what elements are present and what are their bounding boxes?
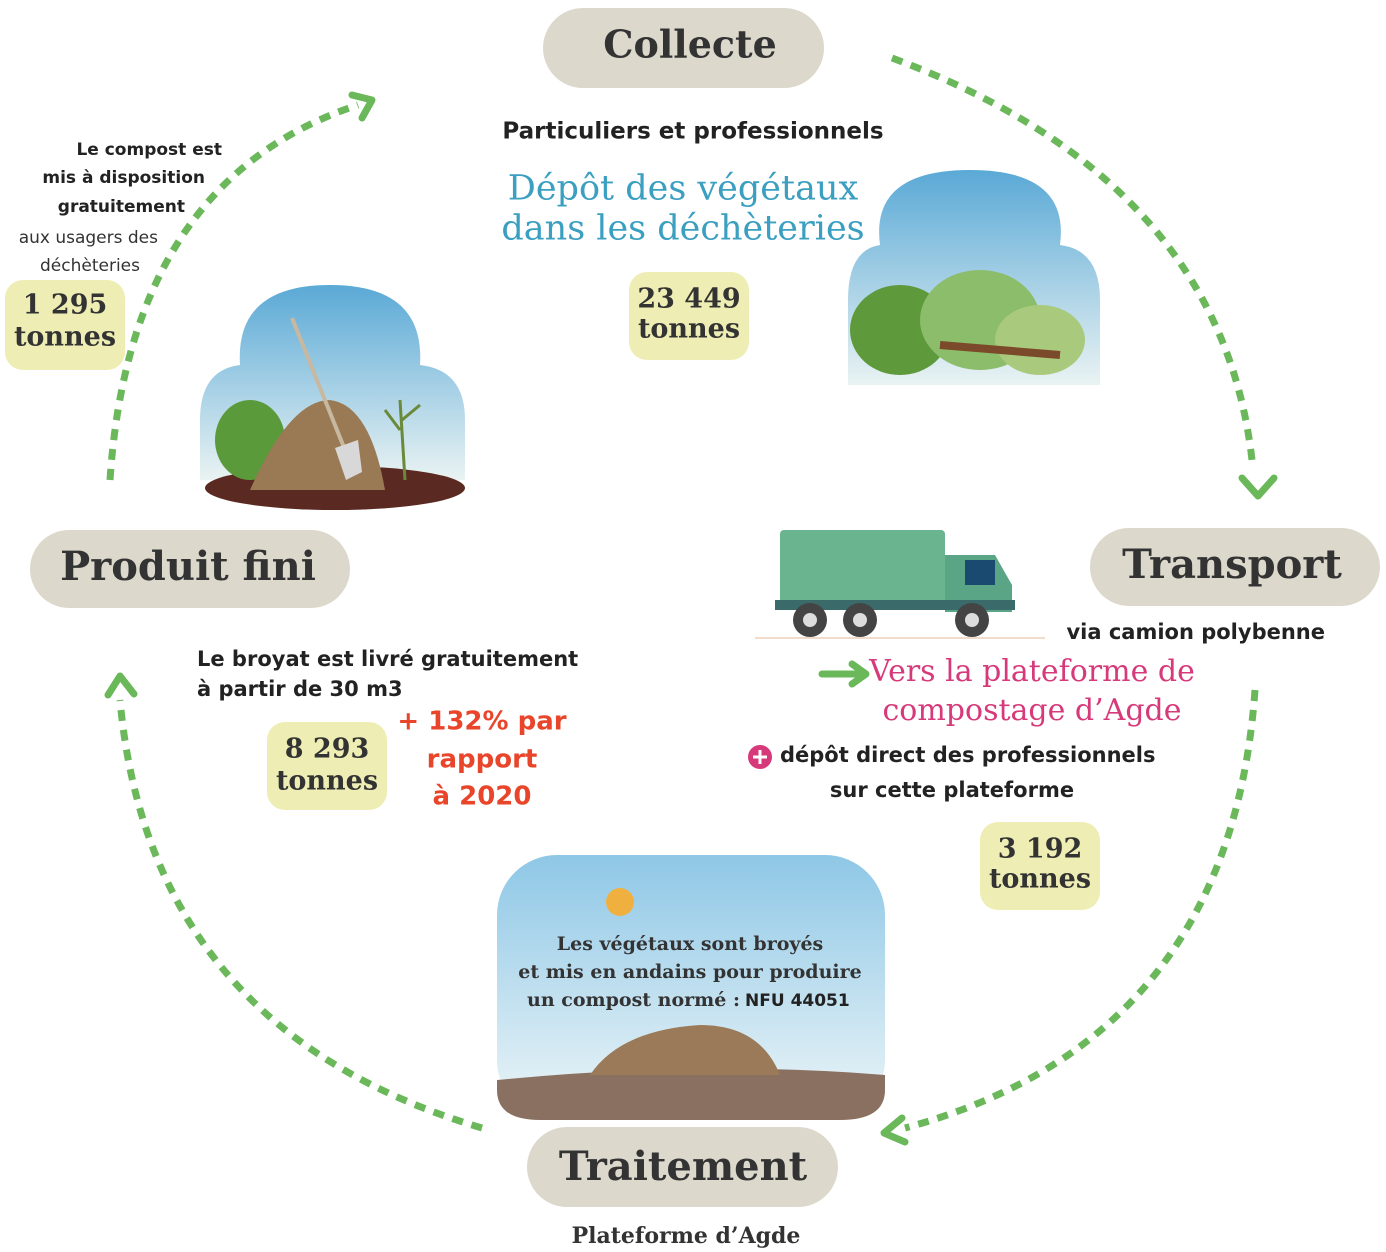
destination: compostage d’Agde xyxy=(883,693,1182,728)
description: dans les déchèteries xyxy=(501,209,864,249)
note: à partir de 30 m3 xyxy=(197,677,403,701)
stage-title: Traitement xyxy=(559,1143,808,1190)
note: aux usagers des xyxy=(19,228,158,248)
note: mis à disposition xyxy=(42,168,205,188)
subtitle: Particuliers et professionnels xyxy=(502,119,883,145)
norm: NFU 44051 xyxy=(745,991,850,1011)
note: via camion polybenne xyxy=(1066,620,1325,644)
extra: dépôt direct des professionnels xyxy=(780,743,1155,767)
traitement-illustration xyxy=(497,855,885,1120)
description: Dépôt des végétaux xyxy=(508,169,859,209)
amount-value: 8 293 xyxy=(285,734,370,765)
description: et mis en andains pour produire xyxy=(518,961,861,983)
note: déchèteries xyxy=(40,256,140,276)
destination: Vers la plateforme de xyxy=(868,654,1195,689)
stage-title: Collecte xyxy=(603,22,777,67)
growth: à 2020 xyxy=(433,782,532,812)
diagram: Collecte Particuliers et professionnels … xyxy=(0,0,1386,1252)
amount-unit: tonnes xyxy=(276,766,378,797)
stage-title: Transport xyxy=(1122,541,1342,588)
truck-illustration xyxy=(755,530,1045,638)
amount-value: 3 192 xyxy=(998,834,1083,865)
note: gratuitement xyxy=(58,197,185,217)
amount-unit: tonnes xyxy=(638,314,740,345)
growth: + 132% par xyxy=(397,707,566,737)
compost-illustration xyxy=(200,285,465,510)
note: Le broyat est livré gratuitement xyxy=(197,647,578,671)
collecte-illustration xyxy=(848,170,1100,385)
growth: rapport xyxy=(427,745,538,775)
description: un compost normé : xyxy=(527,989,740,1011)
amount-unit: tonnes xyxy=(14,322,116,353)
stage-title: Produit fini xyxy=(60,543,316,590)
amount-value: 23 449 xyxy=(637,284,740,315)
description: Les végétaux sont broyés xyxy=(557,933,823,955)
amount-unit: tonnes xyxy=(989,864,1091,895)
subtitle: Plateforme d’Agde xyxy=(572,1223,801,1249)
extra: sur cette plateforme xyxy=(830,778,1074,802)
amount-value: 1 295 xyxy=(23,290,108,321)
note: Le compost est xyxy=(76,140,222,160)
